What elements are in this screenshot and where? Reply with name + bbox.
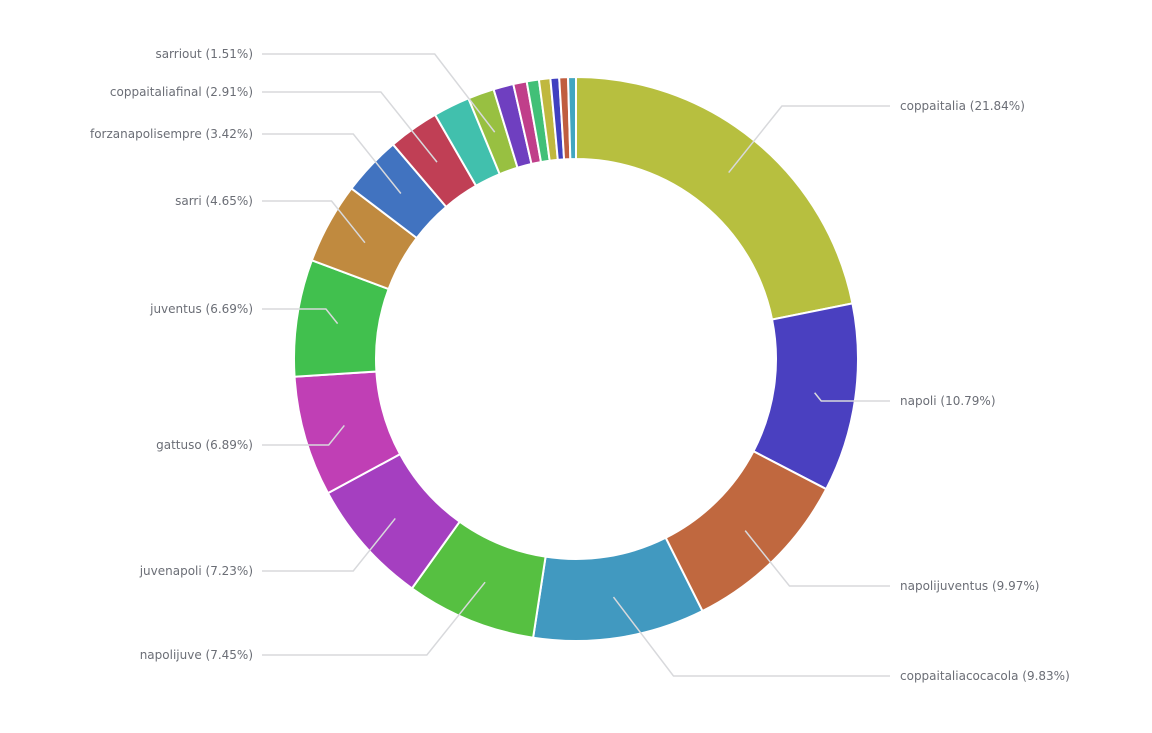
slice-label: juvenapoli (7.23%) [139,564,253,578]
leader-lines-group [262,53,890,677]
slice-label: coppaitaliacocacola (9.83%) [900,669,1070,683]
leader-line [262,133,402,194]
slice-label: sarri (4.65%) [175,194,253,208]
labels-group: coppaitalia (21.84%) napoli (10.79%) napol… [90,47,1070,683]
leader-line [612,596,890,677]
leader-line [262,200,366,244]
slice-label: coppaitalia (21.84%) [900,99,1025,113]
leader-line [262,53,496,133]
slice-unlabeled-19[interactable] [567,75,577,161]
slice-label: coppaitaliafinal (2.91%) [110,85,253,99]
leader-line [262,424,345,446]
leader-line [262,91,438,163]
leader-line [262,581,486,656]
leader-line [744,530,890,587]
slice-label: napoli (10.79%) [900,394,996,408]
slice-label: gattuso (6.89%) [156,438,253,452]
slice-label: sarriout (1.51%) [155,47,253,61]
leader-line [814,392,890,402]
slice-label: napolijuventus (9.97%) [900,579,1039,593]
leader-line [262,517,396,572]
slice-label: juventus (6.69%) [149,302,253,316]
slice-coppaitalia[interactable] [575,75,854,321]
slice-label: forzanapolisempre (3.42%) [90,127,253,141]
leader-line [728,105,890,174]
slice-label: napolijuve (7.45%) [140,648,253,662]
slices-group [293,75,859,642]
leader-line [262,308,339,325]
